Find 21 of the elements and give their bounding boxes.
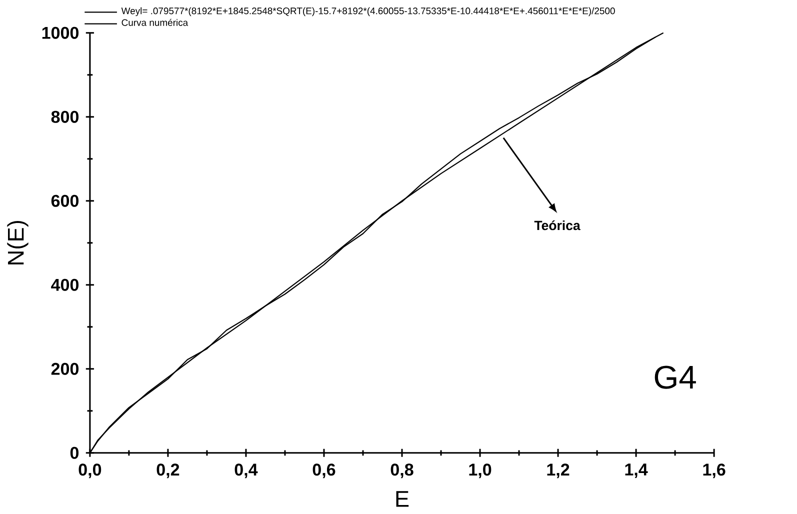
y-tick-label: 800 [51,110,79,124]
x-tick-label: 1,6 [703,464,726,478]
x-tick-label: 0,2 [156,464,180,478]
x-tick-label: 0,4 [234,464,258,478]
x-tick-label: 1,4 [625,464,648,478]
x-tick-label: 0,0 [78,464,102,478]
legend-label: Curva numérica [122,19,188,26]
y-axis-title: N(E) [7,221,28,264]
x-tick-label: 1,2 [547,464,570,478]
y-tick-label: 0 [70,446,79,460]
y-tick-label: 600 [51,194,79,208]
x-tick-label: 0,6 [312,464,336,478]
x-axis-title: E [396,491,409,507]
y-tick-label: 200 [51,362,79,376]
x-tick-label: 1,0 [469,464,492,478]
x-tick-label: 0,8 [390,464,414,478]
annotation: Teórica [534,220,580,230]
y-tick-label: 1000 [42,26,79,40]
annotation: G4 [654,366,696,389]
y-tick-label: 400 [51,278,79,292]
legend-label: Weyl= .079577*(8192*E+1845.2548*SQRT(E)-15.7+8192*(4.60055-13.75335*E-10.44418*E*E+.456011*E*E*E)/2500 [121,7,615,16]
